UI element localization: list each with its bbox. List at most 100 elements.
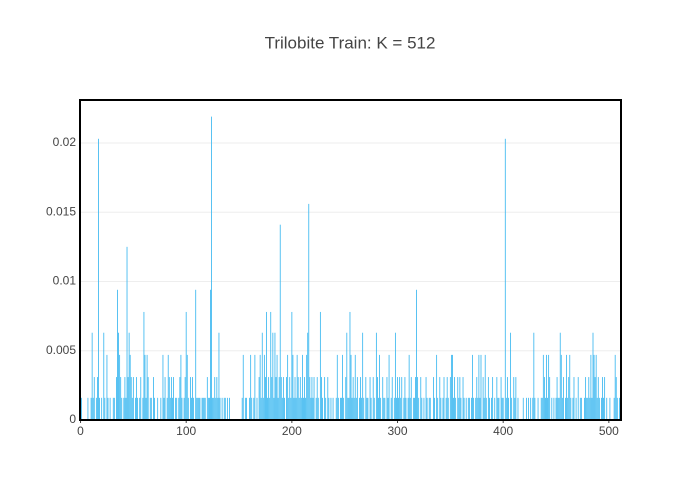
bar [562, 377, 564, 420]
bar [618, 397, 620, 420]
bar [251, 397, 253, 420]
bar [482, 377, 484, 420]
bar [164, 377, 166, 420]
bar [465, 397, 467, 420]
bar [306, 354, 308, 420]
bar [573, 377, 575, 420]
bar [99, 397, 100, 420]
bar [271, 377, 273, 420]
bar [506, 377, 508, 420]
bar [496, 377, 498, 420]
bar [541, 397, 543, 420]
bar [505, 397, 507, 420]
bar [130, 377, 132, 420]
bar [272, 332, 274, 420]
bar [109, 397, 111, 420]
y-tick-label: 0.02 [53, 135, 77, 149]
bar [160, 397, 162, 420]
bar [169, 397, 171, 420]
bar [580, 397, 582, 420]
bar [197, 397, 199, 420]
bar [279, 224, 281, 420]
bar [107, 397, 109, 420]
bar [567, 397, 569, 420]
bar [553, 397, 555, 420]
bar [491, 397, 492, 420]
bar [313, 377, 315, 420]
bar [214, 377, 216, 420]
bar [97, 377, 98, 420]
bar [579, 397, 581, 420]
bar [559, 332, 561, 420]
bar [526, 397, 527, 420]
bar [384, 397, 386, 420]
bar [604, 377, 606, 420]
bar [296, 354, 298, 420]
bar [568, 377, 570, 420]
bar [209, 397, 210, 420]
bar [81, 397, 83, 420]
bar [289, 377, 291, 420]
bar [204, 397, 206, 420]
bar [394, 332, 396, 420]
bar [223, 397, 225, 420]
bar [397, 377, 398, 420]
bar [589, 397, 591, 420]
bar [597, 377, 599, 420]
bar [92, 397, 94, 420]
bar [244, 397, 246, 420]
bar [263, 354, 265, 420]
bar [546, 354, 547, 420]
bar [492, 377, 494, 420]
y-tick-label: 0.01 [53, 274, 77, 288]
bar [585, 377, 587, 420]
bar [468, 397, 470, 420]
bar [543, 377, 545, 420]
bar [479, 397, 481, 420]
bar [513, 377, 515, 420]
bar [144, 354, 146, 420]
bar [127, 377, 129, 420]
bar [584, 397, 585, 420]
bar [603, 397, 604, 420]
bar [575, 397, 577, 420]
bar [591, 397, 593, 420]
bar [439, 377, 441, 420]
bar [192, 377, 193, 420]
bar [445, 397, 447, 420]
bar [305, 397, 307, 420]
bar [457, 377, 459, 420]
bar [504, 138, 506, 420]
bar [290, 397, 292, 420]
bar [132, 377, 134, 420]
bar [170, 377, 172, 420]
bar [288, 397, 290, 420]
bar [345, 377, 347, 420]
bar [175, 397, 177, 420]
bar [361, 397, 363, 420]
bar [508, 397, 509, 420]
bar [213, 397, 215, 420]
bar [195, 289, 197, 420]
bar [142, 397, 144, 420]
bar [494, 397, 496, 420]
x-tick-label: 0 [77, 424, 84, 438]
bar [500, 377, 502, 420]
bar [150, 397, 152, 420]
bar [129, 354, 131, 420]
bar [267, 397, 268, 420]
bar [261, 332, 263, 420]
bar [353, 397, 355, 420]
bar [377, 377, 378, 420]
bar [215, 397, 217, 420]
bar [566, 354, 568, 420]
bar [176, 397, 178, 420]
bar [330, 397, 332, 420]
bar [514, 397, 516, 420]
bar [221, 397, 223, 420]
bar [93, 377, 95, 420]
bar [128, 332, 130, 420]
bar [485, 397, 487, 420]
bar [592, 332, 594, 420]
x-tick-label: 300 [388, 424, 408, 438]
